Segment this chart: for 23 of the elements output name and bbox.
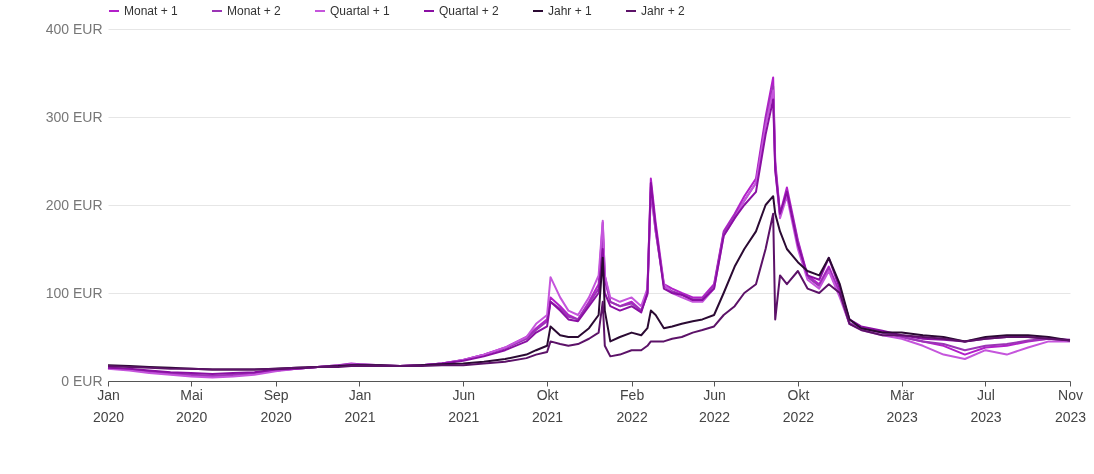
y-tick-label: 200 EUR (45, 196, 103, 213)
x-tick-label: Jun 2022 (698, 386, 731, 425)
legend-label: Monat + 2 (227, 4, 282, 18)
x-tick-label: Mär 2023 (886, 386, 918, 425)
y-tick-label: 100 EUR (45, 284, 103, 301)
x-tick-label: Jan 2021 (344, 386, 376, 425)
legend-label: Quartal + 2 (439, 4, 500, 18)
legend-label: Jahr + 2 (641, 4, 686, 18)
y-tick-label: 0 EUR (61, 372, 103, 389)
x-tick-label: Jul 2023 (970, 386, 1002, 425)
legend-label: Monat + 1 (124, 4, 179, 18)
x-tick-label: Jan 2020 (92, 386, 125, 425)
x-tick-label: Nov 2023 (1054, 386, 1087, 425)
y-tick-label: 300 EUR (45, 108, 103, 125)
x-tick-label: Feb 2022 (616, 386, 648, 425)
legend-label: Jahr + 1 (548, 4, 593, 18)
x-tick-label: Jun 2021 (448, 386, 480, 425)
legend-label: Quartal + 1 (330, 4, 391, 18)
y-tick-label: 400 EUR (45, 20, 103, 37)
x-tick-label: Okt 2022 (782, 386, 815, 425)
x-tick-label: Okt 2021 (532, 386, 564, 425)
x-tick-label: Mai 2020 (176, 386, 208, 425)
x-tick-label: Sep 2020 (260, 386, 292, 425)
